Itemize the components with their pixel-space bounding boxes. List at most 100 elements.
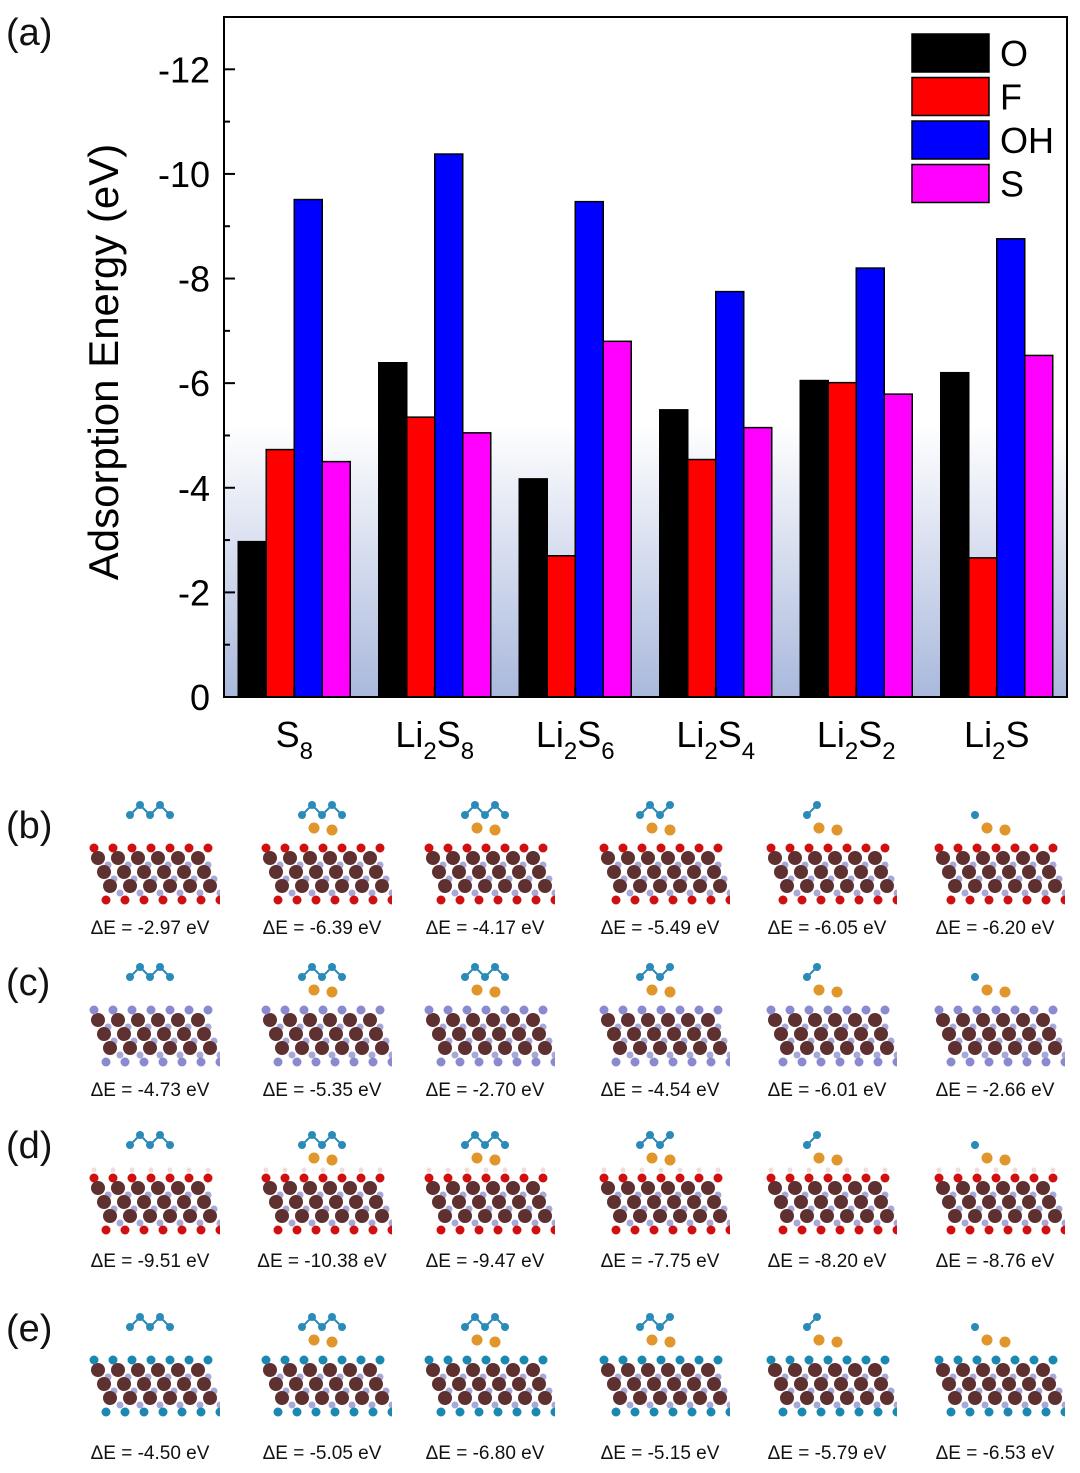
metal-atom <box>627 1027 641 1041</box>
termination-atom <box>687 1225 697 1235</box>
metal-atom <box>848 1363 862 1377</box>
metal-atom <box>315 1209 329 1223</box>
termination-atom <box>725 1057 730 1067</box>
metal-atom <box>1042 1195 1056 1209</box>
metal-atom <box>486 1181 500 1195</box>
lithium-atom <box>999 1154 1011 1166</box>
termination-atom <box>512 1225 522 1235</box>
hydrogen-atom <box>696 1167 702 1173</box>
sulfur-atom <box>646 801 654 809</box>
adsorption-structure-image <box>89 1131 220 1235</box>
bar-oh <box>715 290 745 698</box>
metal-atom <box>103 1391 117 1405</box>
metal-atom <box>512 1377 526 1391</box>
x-tick-label: Li2S6 <box>536 714 615 765</box>
metal-atom <box>860 1391 874 1405</box>
metal-atom <box>117 1027 131 1041</box>
metal-atom <box>295 1041 309 1055</box>
metal-atom <box>1048 1391 1062 1405</box>
metal-atom <box>854 865 868 879</box>
metal-atom <box>936 1181 950 1195</box>
carbon-atom <box>1061 1401 1065 1409</box>
metal-atom <box>968 1041 982 1055</box>
metal-atom <box>446 851 460 865</box>
carbon-atom <box>451 889 459 897</box>
termination-atom <box>816 1225 826 1235</box>
metal-atom <box>1016 1013 1030 1027</box>
termination-atom <box>611 1225 621 1235</box>
metal-atom <box>466 851 480 865</box>
termination-atom <box>1010 1355 1020 1365</box>
adsorption-structure-image <box>89 963 220 1067</box>
termination-atom <box>880 1355 890 1365</box>
metal-atom <box>854 1027 868 1041</box>
metal-atom <box>641 851 655 865</box>
carbon-atom <box>893 1401 897 1409</box>
structure-cell <box>400 1118 570 1248</box>
sulfur-atom <box>338 1323 346 1331</box>
hydrogen-atom <box>936 1167 942 1173</box>
termination-atom <box>946 1057 956 1067</box>
carbon-atom <box>726 889 730 897</box>
metal-atom <box>774 1377 788 1391</box>
metal-atom <box>131 1013 145 1027</box>
adsorption-energy-label: ΔE = -2.66 eV <box>935 1080 1055 1101</box>
termination-atom <box>481 1355 491 1365</box>
metal-atom <box>880 1041 894 1055</box>
y-tick-label: -10 <box>158 154 210 195</box>
metal-atom <box>486 1013 500 1027</box>
structure-cell <box>910 1118 1080 1248</box>
sulfur-atom <box>146 1141 154 1149</box>
carbon-atom <box>706 1051 714 1059</box>
metal-atom <box>780 1041 794 1055</box>
sulfur-atom <box>166 1141 174 1149</box>
termination-atom <box>158 1057 168 1067</box>
metal-atom <box>478 1209 492 1223</box>
carbon-atom <box>833 1051 841 1059</box>
termination-atom <box>1010 1005 1020 1015</box>
metal-atom <box>701 1363 715 1377</box>
termination-atom <box>854 1225 864 1235</box>
sulfur-atom <box>656 811 664 819</box>
metal-atom <box>794 865 808 879</box>
termination-atom <box>387 1225 392 1235</box>
termination-atom <box>835 1057 845 1067</box>
termination-atom <box>611 895 621 905</box>
carbon-atom <box>451 1219 459 1227</box>
metal-atom <box>701 851 715 865</box>
termination-atom <box>656 1173 666 1183</box>
carbon-atom <box>491 1401 499 1409</box>
legend-swatch-f <box>911 76 990 117</box>
carbon-atom <box>666 889 674 897</box>
legend-label-oh: OH <box>1000 120 1054 161</box>
metal-atom <box>532 1195 546 1209</box>
termination-atom <box>991 843 1001 853</box>
metal-atom <box>283 1013 297 1027</box>
metal-atom <box>780 1209 794 1223</box>
metal-atom <box>91 1013 105 1027</box>
sulfur-atom <box>146 973 154 981</box>
sulfur-atom <box>491 1131 499 1139</box>
hydrogen-atom <box>426 1167 432 1173</box>
sulfur-atom <box>813 963 821 971</box>
adsorption-structure-image <box>599 963 730 1067</box>
metal-atom <box>538 1041 552 1055</box>
termination-atom <box>991 1173 1001 1183</box>
metal-atom <box>667 865 681 879</box>
lithium-atom <box>308 1334 320 1346</box>
sulfur-atom <box>126 973 134 981</box>
metal-atom <box>768 1181 782 1195</box>
sulfur-atom <box>338 973 346 981</box>
adsorption-energy-label: ΔE = -5.49 eV <box>600 918 720 939</box>
carbon-atom <box>1041 1219 1049 1227</box>
metal-atom <box>303 1363 317 1377</box>
metal-atom <box>828 1013 842 1027</box>
termination-atom <box>649 1225 659 1235</box>
termination-atom <box>637 1005 647 1015</box>
sulfur-atom <box>656 1323 664 1331</box>
termination-atom <box>89 1173 99 1183</box>
sulfur-atom <box>156 1313 164 1321</box>
carbon-atom <box>666 1401 674 1409</box>
adsorption-energy-label: ΔE = -6.53 eV <box>935 1443 1055 1464</box>
metal-atom <box>492 865 506 879</box>
